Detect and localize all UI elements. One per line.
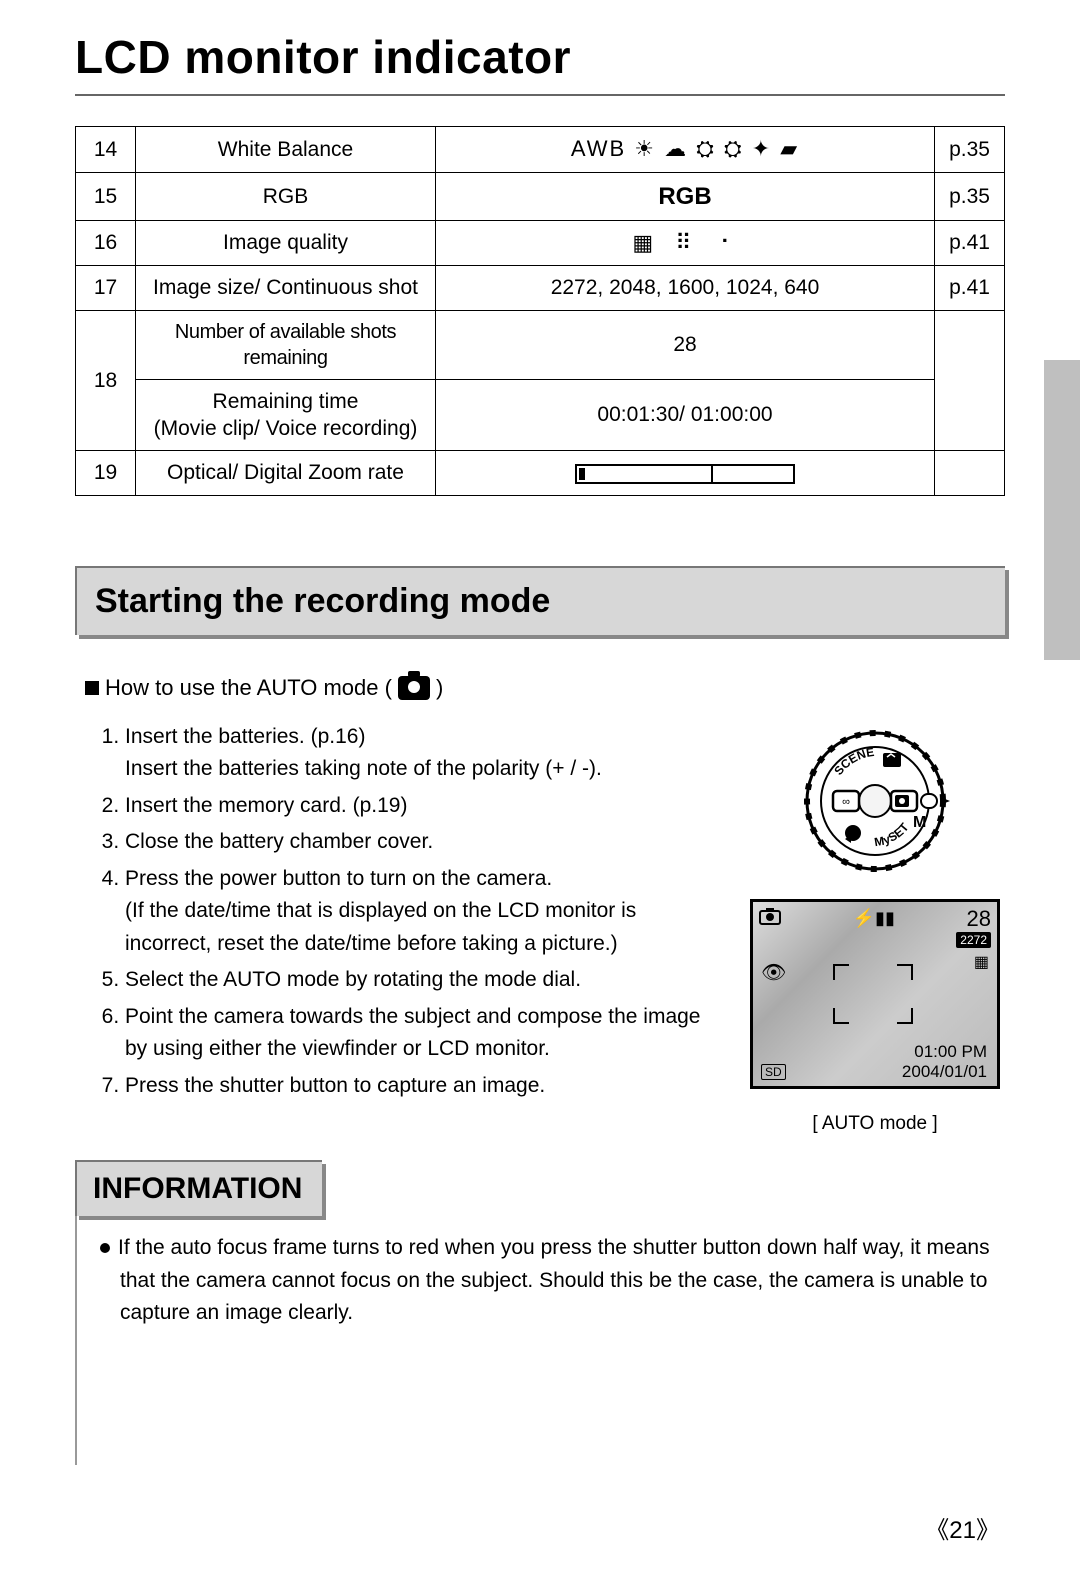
table-row: 18 Number of available shots remaining 2… bbox=[76, 310, 1005, 379]
row-value: 2272, 2048, 1600, 1024, 640 bbox=[436, 266, 935, 310]
shots-remaining: 28 bbox=[967, 906, 991, 932]
table-row: 16 Image quality ▦ ⠿ ⠐ p.41 bbox=[76, 220, 1005, 266]
row-label: Number of available shots remaining bbox=[136, 310, 436, 379]
step-text: Point the camera towards the subject and… bbox=[125, 1005, 701, 1061]
section-title: Starting the recording mode bbox=[95, 582, 987, 621]
row-value: 00:01:30/ 01:00:00 bbox=[436, 379, 935, 451]
table-row: Remaining time (Movie clip/ Voice record… bbox=[76, 379, 1005, 451]
row-number: 16 bbox=[76, 220, 136, 266]
row-label: Image quality bbox=[136, 220, 436, 266]
table-row: 19 Optical/ Digital Zoom rate bbox=[76, 451, 1005, 495]
sd-icon: SD bbox=[761, 1064, 786, 1080]
table-row: 15 RGB RGB p.35 bbox=[76, 172, 1005, 220]
howto-prefix: How to use the AUTO mode ( bbox=[105, 675, 392, 701]
list-item: Insert the memory card. (p.19) bbox=[125, 790, 725, 823]
row-page: p.35 bbox=[935, 127, 1005, 173]
row-number: 19 bbox=[76, 451, 136, 495]
bullet-icon bbox=[100, 1243, 110, 1253]
mode-icon bbox=[759, 907, 781, 930]
row-value: AWB ☀ ☁ ⛭ ⛭ ✦ ▰ bbox=[436, 127, 935, 173]
list-item: Close the battery chamber cover. bbox=[125, 826, 725, 859]
step-text: Select the AUTO mode by rotating the mod… bbox=[125, 968, 581, 991]
section-heading-recording: Starting the recording mode bbox=[75, 566, 1005, 635]
info-title: INFORMATION bbox=[93, 1172, 302, 1206]
table-row: 17 Image size/ Continuous shot 2272, 204… bbox=[76, 266, 1005, 310]
square-bullet-icon bbox=[85, 681, 99, 695]
step-sub: Insert the batteries taking note of the … bbox=[125, 753, 725, 786]
quality-icon: ▦ bbox=[974, 952, 989, 972]
redeye-icon: 👁 bbox=[761, 960, 786, 985]
mode-dial-illustration: ∞ SCENE MySET bbox=[795, 721, 955, 881]
howto-heading: How to use the AUTO mode ( ) bbox=[85, 675, 1005, 701]
info-text: If the auto focus frame turns to red whe… bbox=[118, 1236, 990, 1324]
lcd-preview: ⚡▮▮ 28 2272 ▦ 👁 01:00 PM 2004/01/01 SD bbox=[750, 899, 1000, 1089]
steps-list: Insert the batteries. (p.16) Insert the b… bbox=[85, 721, 725, 1103]
lcd-caption: [ AUTO mode ] bbox=[812, 1113, 937, 1135]
list-item: Press the power button to turn on the ca… bbox=[125, 863, 725, 961]
row-value: ▦ ⠿ ⠐ bbox=[436, 220, 935, 266]
step-sub: (If the date/time that is displayed on t… bbox=[125, 895, 725, 960]
row-page bbox=[935, 310, 1005, 451]
row-number: 17 bbox=[76, 266, 136, 310]
svg-text:∞: ∞ bbox=[842, 796, 850, 808]
title-block: LCD monitor indicator bbox=[75, 30, 1005, 96]
row-number: 14 bbox=[76, 127, 136, 173]
row-page: p.41 bbox=[935, 220, 1005, 266]
flash-battery-icons: ⚡▮▮ bbox=[853, 908, 895, 929]
remaining-time-sub: (Movie clip/ Voice recording) bbox=[154, 417, 418, 440]
list-item: Insert the batteries. (p.16) Insert the b… bbox=[125, 721, 725, 786]
row-label: Image size/ Continuous shot bbox=[136, 266, 436, 310]
table-row: 14 White Balance AWB ☀ ☁ ⛭ ⛭ ✦ ▰ p.35 bbox=[76, 127, 1005, 173]
camera-icon bbox=[398, 676, 430, 700]
step-text: Insert the batteries. (p.16) bbox=[125, 725, 365, 748]
svg-text:M: M bbox=[913, 814, 926, 831]
row-page: p.35 bbox=[935, 172, 1005, 220]
step-text: Press the power button to turn on the ca… bbox=[125, 867, 552, 890]
step-text: Press the shutter button to capture an i… bbox=[125, 1074, 545, 1097]
row-label: Remaining time (Movie clip/ Voice record… bbox=[136, 379, 436, 451]
howto-suffix: ) bbox=[436, 675, 443, 701]
lcd-date: 2004/01/01 bbox=[902, 1062, 987, 1082]
rgb-text: RGB bbox=[658, 183, 711, 210]
page-title: LCD monitor indicator bbox=[75, 30, 1005, 84]
list-item: Select the AUTO mode by rotating the mod… bbox=[125, 964, 725, 997]
zoom-bar-icon bbox=[575, 464, 795, 484]
section-heading-information: INFORMATION bbox=[75, 1160, 322, 1216]
remaining-time-label: Remaining time bbox=[213, 390, 359, 413]
page-edge-tab bbox=[1044, 360, 1080, 660]
lcd-time: 01:00 PM bbox=[914, 1042, 987, 1062]
quality-icons: ▦ ⠿ ⠐ bbox=[632, 230, 737, 255]
row-page bbox=[935, 451, 1005, 495]
row-value bbox=[436, 451, 935, 495]
white-balance-icons: AWB ☀ ☁ ⛭ ⛭ ✦ ▰ bbox=[571, 136, 799, 161]
step-text: Close the battery chamber cover. bbox=[125, 830, 433, 853]
row-page: p.41 bbox=[935, 266, 1005, 310]
list-item: Press the shutter button to capture an i… bbox=[125, 1070, 725, 1103]
row-value: RGB bbox=[436, 172, 935, 220]
page-number: 《21》 bbox=[925, 1510, 1000, 1545]
row-label: White Balance bbox=[136, 127, 436, 173]
list-item: Point the camera towards the subject and… bbox=[125, 1001, 725, 1066]
information-body: If the auto focus frame turns to red whe… bbox=[100, 1232, 1005, 1330]
row-label: RGB bbox=[136, 172, 436, 220]
focus-frame bbox=[833, 964, 913, 1024]
row-value: 28 bbox=[436, 310, 935, 379]
indicator-table: 14 White Balance AWB ☀ ☁ ⛭ ⛭ ✦ ▰ p.35 15… bbox=[75, 126, 1005, 496]
row-label: Optical/ Digital Zoom rate bbox=[136, 451, 436, 495]
step-text: Insert the memory card. (p.19) bbox=[125, 794, 407, 817]
section-rule bbox=[75, 1180, 77, 1465]
row-number: 15 bbox=[76, 172, 136, 220]
size-badge: 2272 bbox=[956, 932, 991, 948]
row-number: 18 bbox=[76, 310, 136, 451]
